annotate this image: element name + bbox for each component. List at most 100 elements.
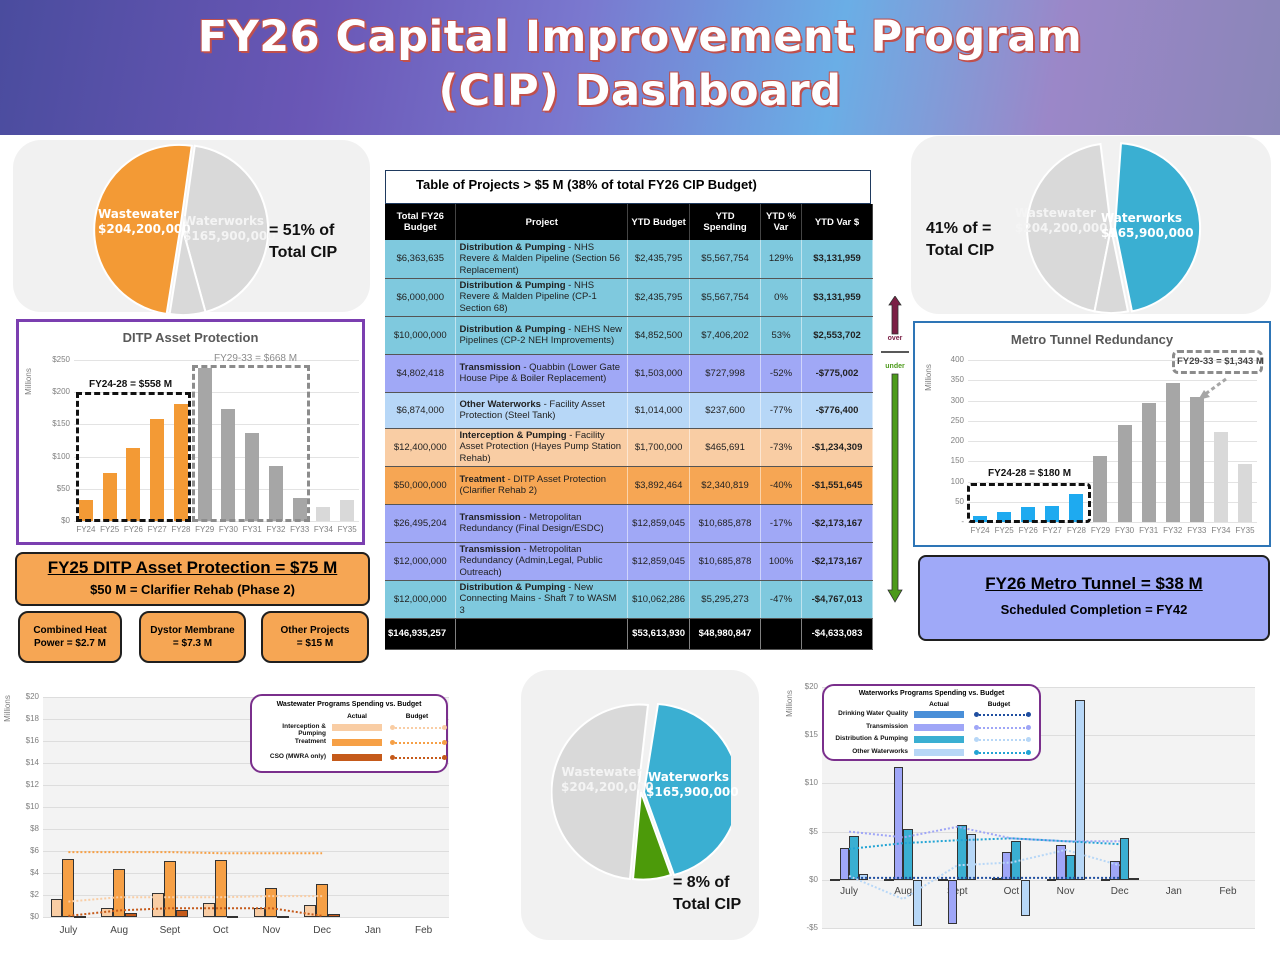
x-tick-label: Jan xyxy=(364,925,381,936)
bar-treatment xyxy=(62,858,75,917)
legend-dot xyxy=(974,749,979,755)
wastewater-legend: Wastewater Programs Spending vs. Budget … xyxy=(250,694,448,773)
other-pie-chart xyxy=(551,702,731,881)
ditp-summary-subtitle: $50 M = Clarifier Rehab (Phase 2) xyxy=(90,582,295,597)
cell-ytd-spending: $5,295,273 xyxy=(689,580,762,619)
bar-fy31 xyxy=(245,433,259,521)
waterworks-pie-chart xyxy=(1025,142,1202,314)
y-tick-label: - xyxy=(961,517,964,526)
bar-fy29 xyxy=(197,368,212,521)
x-tick-label: FY26 xyxy=(1018,526,1038,535)
legend-swatch xyxy=(332,724,382,731)
wastewater-spending-chart: $0 $2 $4 $6 $8 $10 $12 $14 $16 $18 $20 July Aug Sept O… xyxy=(0,680,460,950)
gridline xyxy=(74,456,359,458)
cell-total-budget: $6,000,000 xyxy=(385,278,457,317)
cell-ytd-pct-var: -17% xyxy=(760,504,802,543)
legend-dot xyxy=(390,725,395,730)
cell-total-budget: $12,400,000 xyxy=(385,428,457,467)
fy24-28-annotation: FY24-28 = $558 M xyxy=(89,379,173,390)
x-tick-label: FY28 xyxy=(1066,526,1086,535)
x-tick-label: FY33 xyxy=(1187,526,1207,535)
cell-ytd-var: -$1,551,645 xyxy=(801,466,873,505)
legend-swatch xyxy=(914,748,964,756)
chart-title: DITP Asset Protection xyxy=(122,330,259,345)
gridline xyxy=(968,360,1257,361)
cell-project: Transmission - Metropolitan Redundancy (… xyxy=(455,504,629,543)
cell-total-budget: $4,802,418 xyxy=(385,354,457,393)
cell-project: Distribution & Pumping - NHS Revere & Ma… xyxy=(455,240,629,279)
fy29-33-bracket xyxy=(192,365,310,522)
bar-interception-pumping xyxy=(50,899,63,917)
gridline xyxy=(43,829,449,830)
cell-ytd-budget: $2,435,795 xyxy=(627,278,691,317)
legend-swatch xyxy=(332,754,382,761)
cell-project: Other Waterworks - Facility Asset Protec… xyxy=(455,392,629,429)
legend-dot xyxy=(974,712,979,717)
gridline xyxy=(43,785,449,786)
cell-total-budget: $6,874,000 xyxy=(385,392,457,429)
legend-label: Drinking Water Quality xyxy=(838,710,908,717)
col-ytd-var: YTD Var $ xyxy=(801,204,873,240)
x-tick-label: FY30 xyxy=(218,525,238,534)
waterworks-slice-label: Waterworks $165,900,000 xyxy=(1101,211,1194,240)
gridline xyxy=(43,807,449,808)
y-tick-label: 200 xyxy=(950,436,964,445)
bar-fy35 xyxy=(1237,464,1252,522)
y-tick-label: $200 xyxy=(52,387,70,397)
x-tick-label: Oct xyxy=(1003,885,1020,897)
col-ytd-spending: YTD Spending xyxy=(689,204,762,240)
legend-label: CSO (MWRA only) xyxy=(269,753,326,760)
bar-fy26 xyxy=(1021,506,1036,522)
fy24-28-bracket xyxy=(967,483,1091,523)
table-row: $26,495,204 Transmission - Metropolitan R… xyxy=(385,504,873,543)
x-tick-label: FY24 xyxy=(970,526,990,535)
y-tick-label: 50 xyxy=(955,496,964,506)
dashboard-header: FY26 Capital Improvement Program (CIP) D… xyxy=(0,0,1280,135)
cell-ytd-budget: $12,859,045 xyxy=(627,504,691,543)
wastewater-pct-text: = 51% of Total CIP xyxy=(269,222,338,261)
table-row: $12,000,000 Distribution & Pumping - New … xyxy=(385,580,873,619)
x-tick-label: FY31 xyxy=(242,525,262,534)
bar-transmission xyxy=(947,879,958,925)
fy29-33-annotation: FY29-33 = $668 M xyxy=(214,353,298,364)
gridline xyxy=(968,481,1257,483)
x-tick-label: FY34 xyxy=(313,525,333,534)
ditp-asset-protection-chart: DITP Asset Protection Millions $0 $50 $100… xyxy=(16,319,365,545)
other-pct-text: = 8% of Total CIP xyxy=(673,874,742,913)
legend-label: Other Waterworks xyxy=(852,747,908,755)
y-tick-label: $250 xyxy=(52,355,70,364)
cell-project: Treatment - DITP Asset Protection (Clari… xyxy=(455,466,629,505)
y-tick-label: $6 xyxy=(30,846,39,855)
y-axis-label: Millions xyxy=(784,690,794,717)
x-tick-label: Jan xyxy=(1165,885,1182,897)
bar-fy35 xyxy=(340,500,354,521)
bar-fy32 xyxy=(268,465,283,521)
x-tick-label: Dec xyxy=(1110,885,1129,897)
legend-budget-line xyxy=(976,751,1028,754)
legend-dot xyxy=(390,755,395,760)
total-ytd-var: -$4,633,083 xyxy=(801,618,873,650)
cell-ytd-budget: $1,503,000 xyxy=(627,354,691,393)
gridline xyxy=(822,831,1255,833)
bar-transmission xyxy=(1056,845,1066,880)
y-tick-label: $15 xyxy=(804,730,818,740)
legend-budget-line xyxy=(976,726,1028,729)
cell-ytd-budget: $3,892,464 xyxy=(627,466,691,505)
ditp-summary-title: FY25 DITP Asset Protection = $75 M xyxy=(47,558,338,577)
cell-project: Distribution & Pumping - NEHS New Pipeli… xyxy=(455,316,629,355)
gridline xyxy=(822,783,1255,785)
cell-project: Interception & Pumping - Facility Asset … xyxy=(455,428,629,467)
y-tick-label: $12 xyxy=(25,780,39,789)
projects-table-wrapper: Total FY26 Budget Project YTD Budget YTD… xyxy=(385,204,873,650)
y-tick-label: $150 xyxy=(52,419,70,429)
cell-ytd-spending: $727,998 xyxy=(689,354,762,393)
over-arrow-icon xyxy=(881,296,909,603)
legend-dot xyxy=(1026,724,1031,730)
projects-table-title: Table of Projects > $5 M (38% of total F… xyxy=(385,170,871,204)
bar-fy32 xyxy=(1165,383,1180,522)
bar-transmission xyxy=(1110,860,1120,880)
gridline xyxy=(43,851,449,852)
chart-title: Metro Tunnel Redundancy xyxy=(1010,332,1174,347)
y-tick-label: $20 xyxy=(804,682,818,691)
x-tick-label: Feb xyxy=(415,925,433,936)
